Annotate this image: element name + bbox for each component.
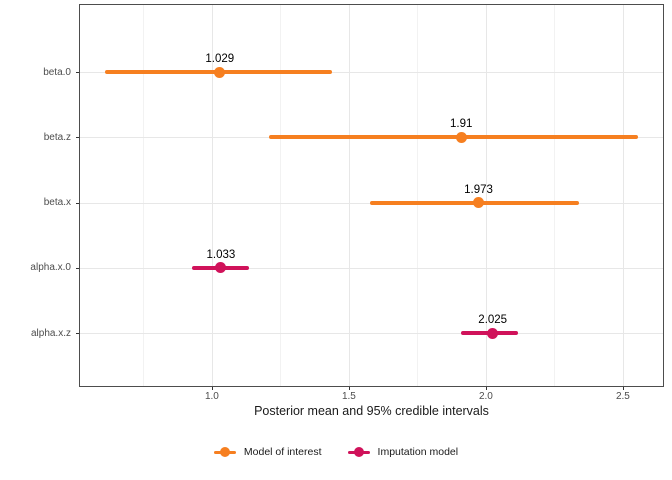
x-axis-title: Posterior mean and 95% credible interval… <box>254 404 489 418</box>
posterior-mean-dot <box>215 262 227 274</box>
value-label: 1.973 <box>464 183 493 196</box>
y-axis-tick <box>76 137 79 139</box>
major-gridline-horizontal <box>79 267 664 269</box>
major-gridline-vertical <box>211 4 213 387</box>
minor-gridline-vertical <box>417 4 419 387</box>
x-axis-tick <box>485 387 487 390</box>
y-axis-label: alpha.x.0 <box>30 262 71 274</box>
y-axis-label: alpha.x.z <box>30 327 71 339</box>
y-axis-tick <box>76 202 79 204</box>
posterior-mean-dot <box>214 66 226 78</box>
posterior-mean-dot <box>473 197 484 208</box>
y-axis-tick <box>76 333 79 334</box>
legend-key-dot <box>353 447 364 457</box>
legend-item: Imputation model <box>347 445 459 459</box>
x-axis-tick-label: 1.0 <box>204 391 219 402</box>
major-gridline-vertical <box>348 4 350 387</box>
x-axis-tick-label: 2.0 <box>478 391 493 402</box>
x-axis-tick-label: 1.5 <box>341 391 356 402</box>
major-gridline-horizontal <box>79 333 664 334</box>
x-axis-tick <box>622 387 624 390</box>
minor-gridline-vertical <box>143 4 145 387</box>
value-label: 1.91 <box>449 118 473 131</box>
y-axis-tick <box>76 72 79 73</box>
legend-item: Model of interest <box>213 445 322 459</box>
credible-interval-line <box>268 135 638 140</box>
legend-label: Imputation model <box>377 446 459 458</box>
major-gridline-horizontal <box>79 72 664 73</box>
pointrange-key-icon <box>347 445 370 459</box>
x-axis-tick <box>211 387 213 390</box>
major-gridline-vertical <box>485 4 487 387</box>
value-label: 2.025 <box>478 314 508 326</box>
legend-label: Model of interest <box>243 446 322 458</box>
major-gridline-vertical <box>622 4 624 387</box>
legend-key-dot <box>219 447 230 457</box>
x-axis-tick-label: 2.5 <box>615 391 630 402</box>
value-label: 1.029 <box>205 53 235 65</box>
plot-panel <box>79 4 664 387</box>
posterior-mean-dot <box>487 327 499 339</box>
value-label: 1.033 <box>206 248 236 261</box>
x-axis-tick <box>348 387 350 390</box>
y-axis-tick <box>76 267 79 269</box>
posterior-mean-dot <box>455 131 467 143</box>
pointrange-key-icon <box>213 445 236 459</box>
legend: Model of interest Imputation model <box>0 444 672 460</box>
y-axis-label: beta.0 <box>43 66 71 78</box>
y-axis-label: beta.z <box>43 131 71 143</box>
minor-gridline-vertical <box>280 4 282 387</box>
y-axis-label: beta.x <box>43 197 71 208</box>
minor-gridline-vertical <box>554 4 556 387</box>
